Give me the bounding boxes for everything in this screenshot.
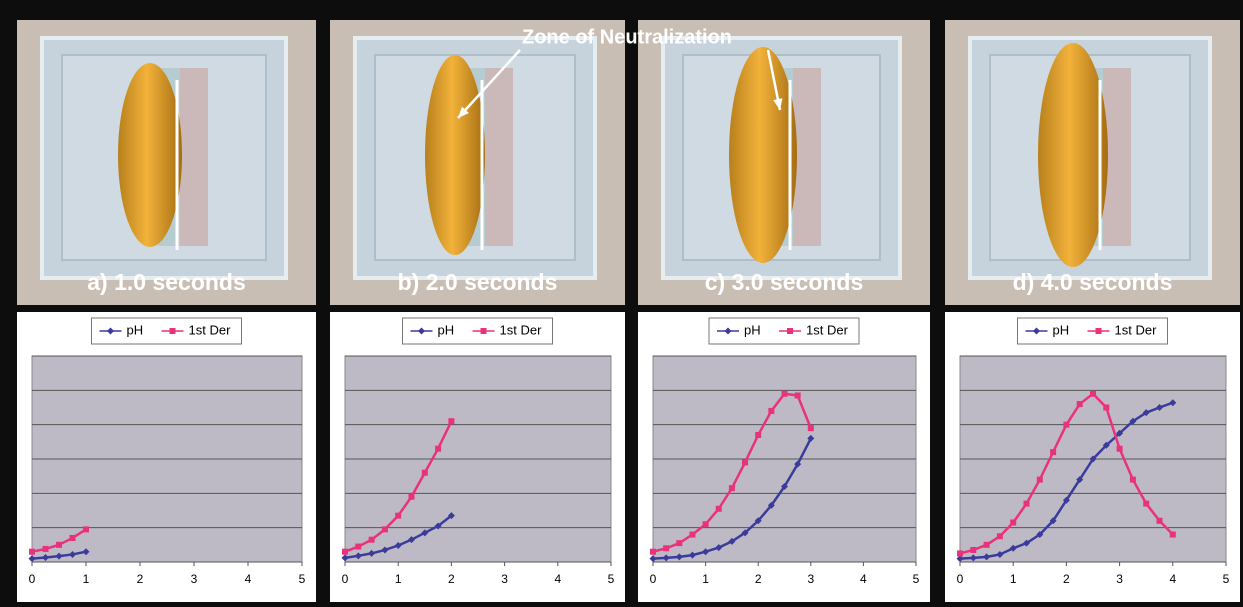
x-tick-label: 2 — [137, 572, 144, 586]
x-tick-label: 4 — [860, 572, 867, 586]
caption: c) 3.0 seconds — [705, 269, 864, 295]
marker — [170, 328, 176, 334]
marker — [1037, 477, 1043, 483]
x-tick-label: 5 — [913, 572, 920, 586]
marker — [957, 550, 963, 556]
marker — [422, 470, 428, 476]
marker — [83, 526, 89, 532]
legend-label: 1st Der — [500, 322, 543, 337]
marker — [1090, 391, 1096, 397]
x-tick-label: 1 — [83, 572, 90, 586]
marker — [984, 542, 990, 548]
marker — [1143, 501, 1149, 507]
x-tick-label: 5 — [608, 572, 615, 586]
marker — [395, 513, 401, 519]
marker — [1157, 518, 1163, 524]
legend-label: 1st Der — [806, 322, 849, 337]
marker — [1077, 401, 1083, 407]
droplet — [425, 55, 485, 255]
legend-label: pH — [127, 322, 144, 337]
marker — [795, 392, 801, 398]
marker — [782, 391, 788, 397]
marker — [768, 408, 774, 414]
x-tick-label: 4 — [554, 572, 561, 586]
x-tick-label: 1 — [395, 572, 402, 586]
marker — [663, 545, 669, 551]
x-tick-label: 2 — [448, 572, 455, 586]
marker — [43, 546, 49, 552]
marker — [650, 549, 656, 555]
marker — [689, 532, 695, 538]
droplet — [118, 63, 182, 247]
x-tick-label: 4 — [245, 572, 252, 586]
annotation: Zone of Neutralization — [522, 26, 732, 48]
x-tick-label: 0 — [342, 572, 349, 586]
x-tick-label: 3 — [807, 572, 814, 586]
marker — [676, 540, 682, 546]
caption: d) 4.0 seconds — [1013, 269, 1173, 295]
marker — [1170, 532, 1176, 538]
droplet — [729, 47, 797, 263]
marker — [382, 526, 388, 532]
x-tick-label: 1 — [1010, 572, 1017, 586]
marker — [369, 537, 375, 543]
x-tick-label: 1 — [702, 572, 709, 586]
marker — [729, 485, 735, 491]
x-tick-label: 0 — [957, 572, 964, 586]
marker — [716, 506, 722, 512]
x-tick-label: 5 — [1223, 572, 1230, 586]
marker — [355, 544, 361, 550]
x-tick-label: 0 — [29, 572, 36, 586]
legend-label: pH — [438, 322, 455, 337]
x-tick-label: 0 — [650, 572, 657, 586]
marker — [1024, 501, 1030, 507]
marker — [1117, 446, 1123, 452]
marker — [435, 446, 441, 452]
x-tick-label: 3 — [191, 572, 198, 586]
droplet — [1038, 43, 1108, 267]
marker — [29, 549, 35, 555]
marker — [997, 533, 1003, 539]
marker — [481, 328, 487, 334]
legend-label: 1st Der — [1115, 322, 1158, 337]
marker — [409, 494, 415, 500]
figure: a) 1.0 seconds b) 2.0 seconds c) 3.0 secon… — [0, 0, 1243, 607]
x-tick-label: 3 — [1116, 572, 1123, 586]
legend-label: 1st Der — [189, 322, 232, 337]
caption: b) 2.0 seconds — [398, 269, 558, 295]
caption: a) 1.0 seconds — [87, 269, 246, 295]
marker — [70, 535, 76, 541]
x-tick-label: 5 — [299, 572, 306, 586]
marker — [970, 547, 976, 553]
legend-label: pH — [1053, 322, 1070, 337]
marker — [1096, 328, 1102, 334]
marker — [342, 549, 348, 555]
marker — [703, 521, 709, 527]
x-tick-label: 4 — [1169, 572, 1176, 586]
marker — [1130, 477, 1136, 483]
marker — [742, 459, 748, 465]
x-tick-label: 2 — [1063, 572, 1070, 586]
marker — [755, 432, 761, 438]
marker — [448, 418, 454, 424]
marker — [1103, 405, 1109, 411]
marker — [808, 425, 814, 431]
marker — [787, 328, 793, 334]
x-tick-label: 2 — [755, 572, 762, 586]
marker — [1063, 422, 1069, 428]
marker — [1010, 520, 1016, 526]
marker — [56, 542, 62, 548]
legend-label: pH — [744, 322, 761, 337]
x-tick-label: 3 — [501, 572, 508, 586]
marker — [1050, 449, 1056, 455]
